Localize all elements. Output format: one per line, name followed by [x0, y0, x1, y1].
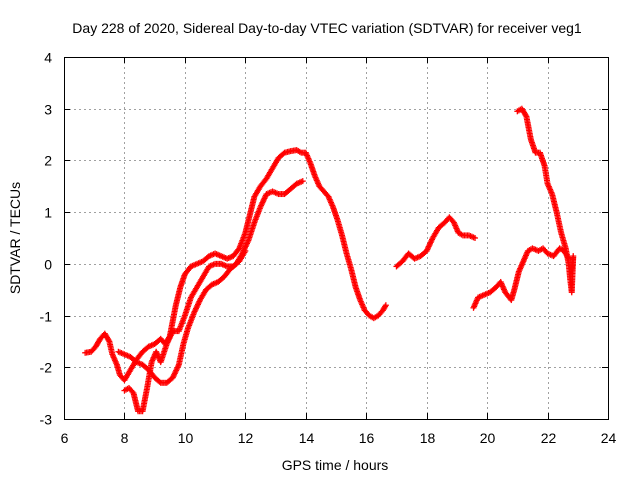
x-tick-label: 14 — [299, 430, 315, 446]
data-point — [299, 178, 306, 185]
y-axis-label: SDTVAR / TECUs — [7, 182, 23, 294]
axis-ticks — [64, 57, 609, 420]
x-tick-label: 20 — [480, 430, 496, 446]
x-tick-label: 8 — [121, 430, 129, 446]
data-point — [568, 266, 575, 273]
x-tick-label: 6 — [61, 430, 69, 446]
y-tick-labels: -3 -2 -1 0 1 2 3 4 — [40, 50, 53, 428]
y-tick-label: 0 — [44, 257, 52, 273]
chart-title: Day 228 of 2020, Sidereal Day-to-day VTE… — [72, 20, 582, 36]
x-axis-label: GPS time / hours — [282, 457, 389, 473]
y-tick-label: -1 — [40, 309, 53, 325]
data-point — [156, 378, 163, 385]
x-tick-label: 24 — [601, 430, 617, 446]
grid — [64, 57, 608, 419]
y-tick-label: 2 — [44, 153, 52, 169]
y-tick-label: -3 — [40, 412, 53, 428]
x-tick-label: 22 — [541, 430, 557, 446]
y-tick-label: 4 — [44, 50, 52, 66]
plot-frame — [64, 57, 609, 420]
data-point — [382, 303, 389, 310]
y-tick-label: 1 — [44, 205, 52, 221]
data-point — [105, 337, 112, 344]
y-tick-label: 3 — [44, 102, 52, 118]
x-tick-label: 18 — [420, 430, 436, 446]
y-tick-label: -2 — [40, 360, 53, 376]
data-points — [82, 105, 577, 415]
x-tick-label: 16 — [359, 430, 375, 446]
x-tick-label: 10 — [178, 430, 194, 446]
data-point — [522, 112, 529, 119]
data-point — [472, 235, 479, 241]
x-tick-label: 12 — [238, 430, 254, 446]
data-point — [242, 247, 249, 254]
x-tick-labels: 6 8 10 12 14 16 18 20 22 24 — [61, 430, 617, 446]
data-point — [382, 302, 389, 309]
